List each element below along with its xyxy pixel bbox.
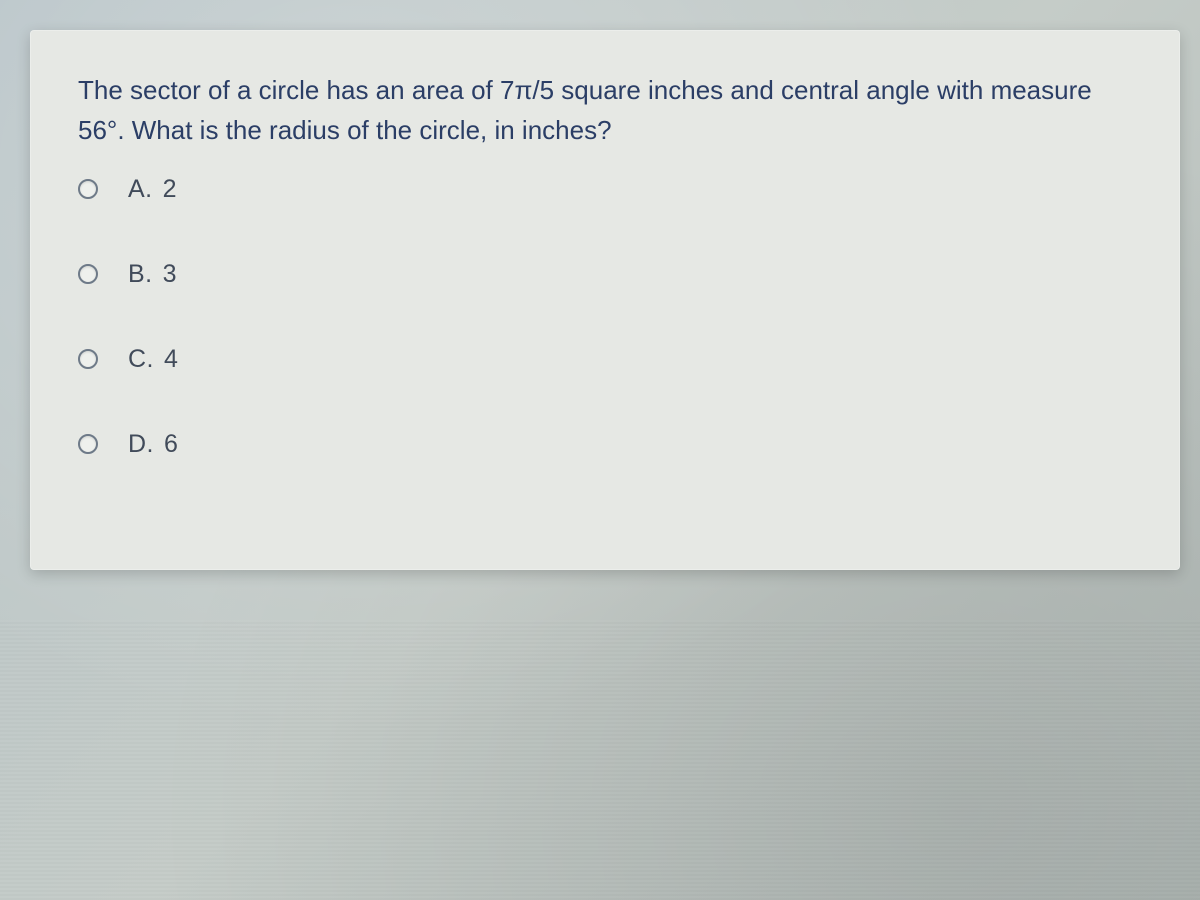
radio-icon[interactable] xyxy=(78,179,98,199)
choice-letter: B. xyxy=(128,260,153,288)
choice-letter: D. xyxy=(128,430,154,458)
choice-label: C. 4 xyxy=(128,345,178,374)
choice-value: 6 xyxy=(164,430,178,458)
choice-letter: A. xyxy=(128,175,153,203)
radio-icon[interactable] xyxy=(78,434,98,454)
radio-icon[interactable] xyxy=(78,349,98,369)
choice-value: 4 xyxy=(164,345,178,373)
choice-d[interactable]: D. 6 xyxy=(78,430,1132,459)
choice-b[interactable]: B. 3 xyxy=(78,260,1132,289)
choice-label: B. 3 xyxy=(128,260,177,289)
choice-letter: C. xyxy=(128,345,154,373)
choice-value: 3 xyxy=(163,260,177,288)
choice-value: 2 xyxy=(163,175,177,203)
choice-label: D. 6 xyxy=(128,430,178,459)
choice-list: A. 2 B. 3 C. 4 D. 6 xyxy=(78,175,1132,459)
question-text: The sector of a circle has an area of 7π… xyxy=(78,70,1132,151)
screen-glare xyxy=(0,620,1200,900)
radio-icon[interactable] xyxy=(78,264,98,284)
question-card: The sector of a circle has an area of 7π… xyxy=(30,30,1180,570)
choice-a[interactable]: A. 2 xyxy=(78,175,1132,204)
choice-label: A. 2 xyxy=(128,175,177,204)
choice-c[interactable]: C. 4 xyxy=(78,345,1132,374)
